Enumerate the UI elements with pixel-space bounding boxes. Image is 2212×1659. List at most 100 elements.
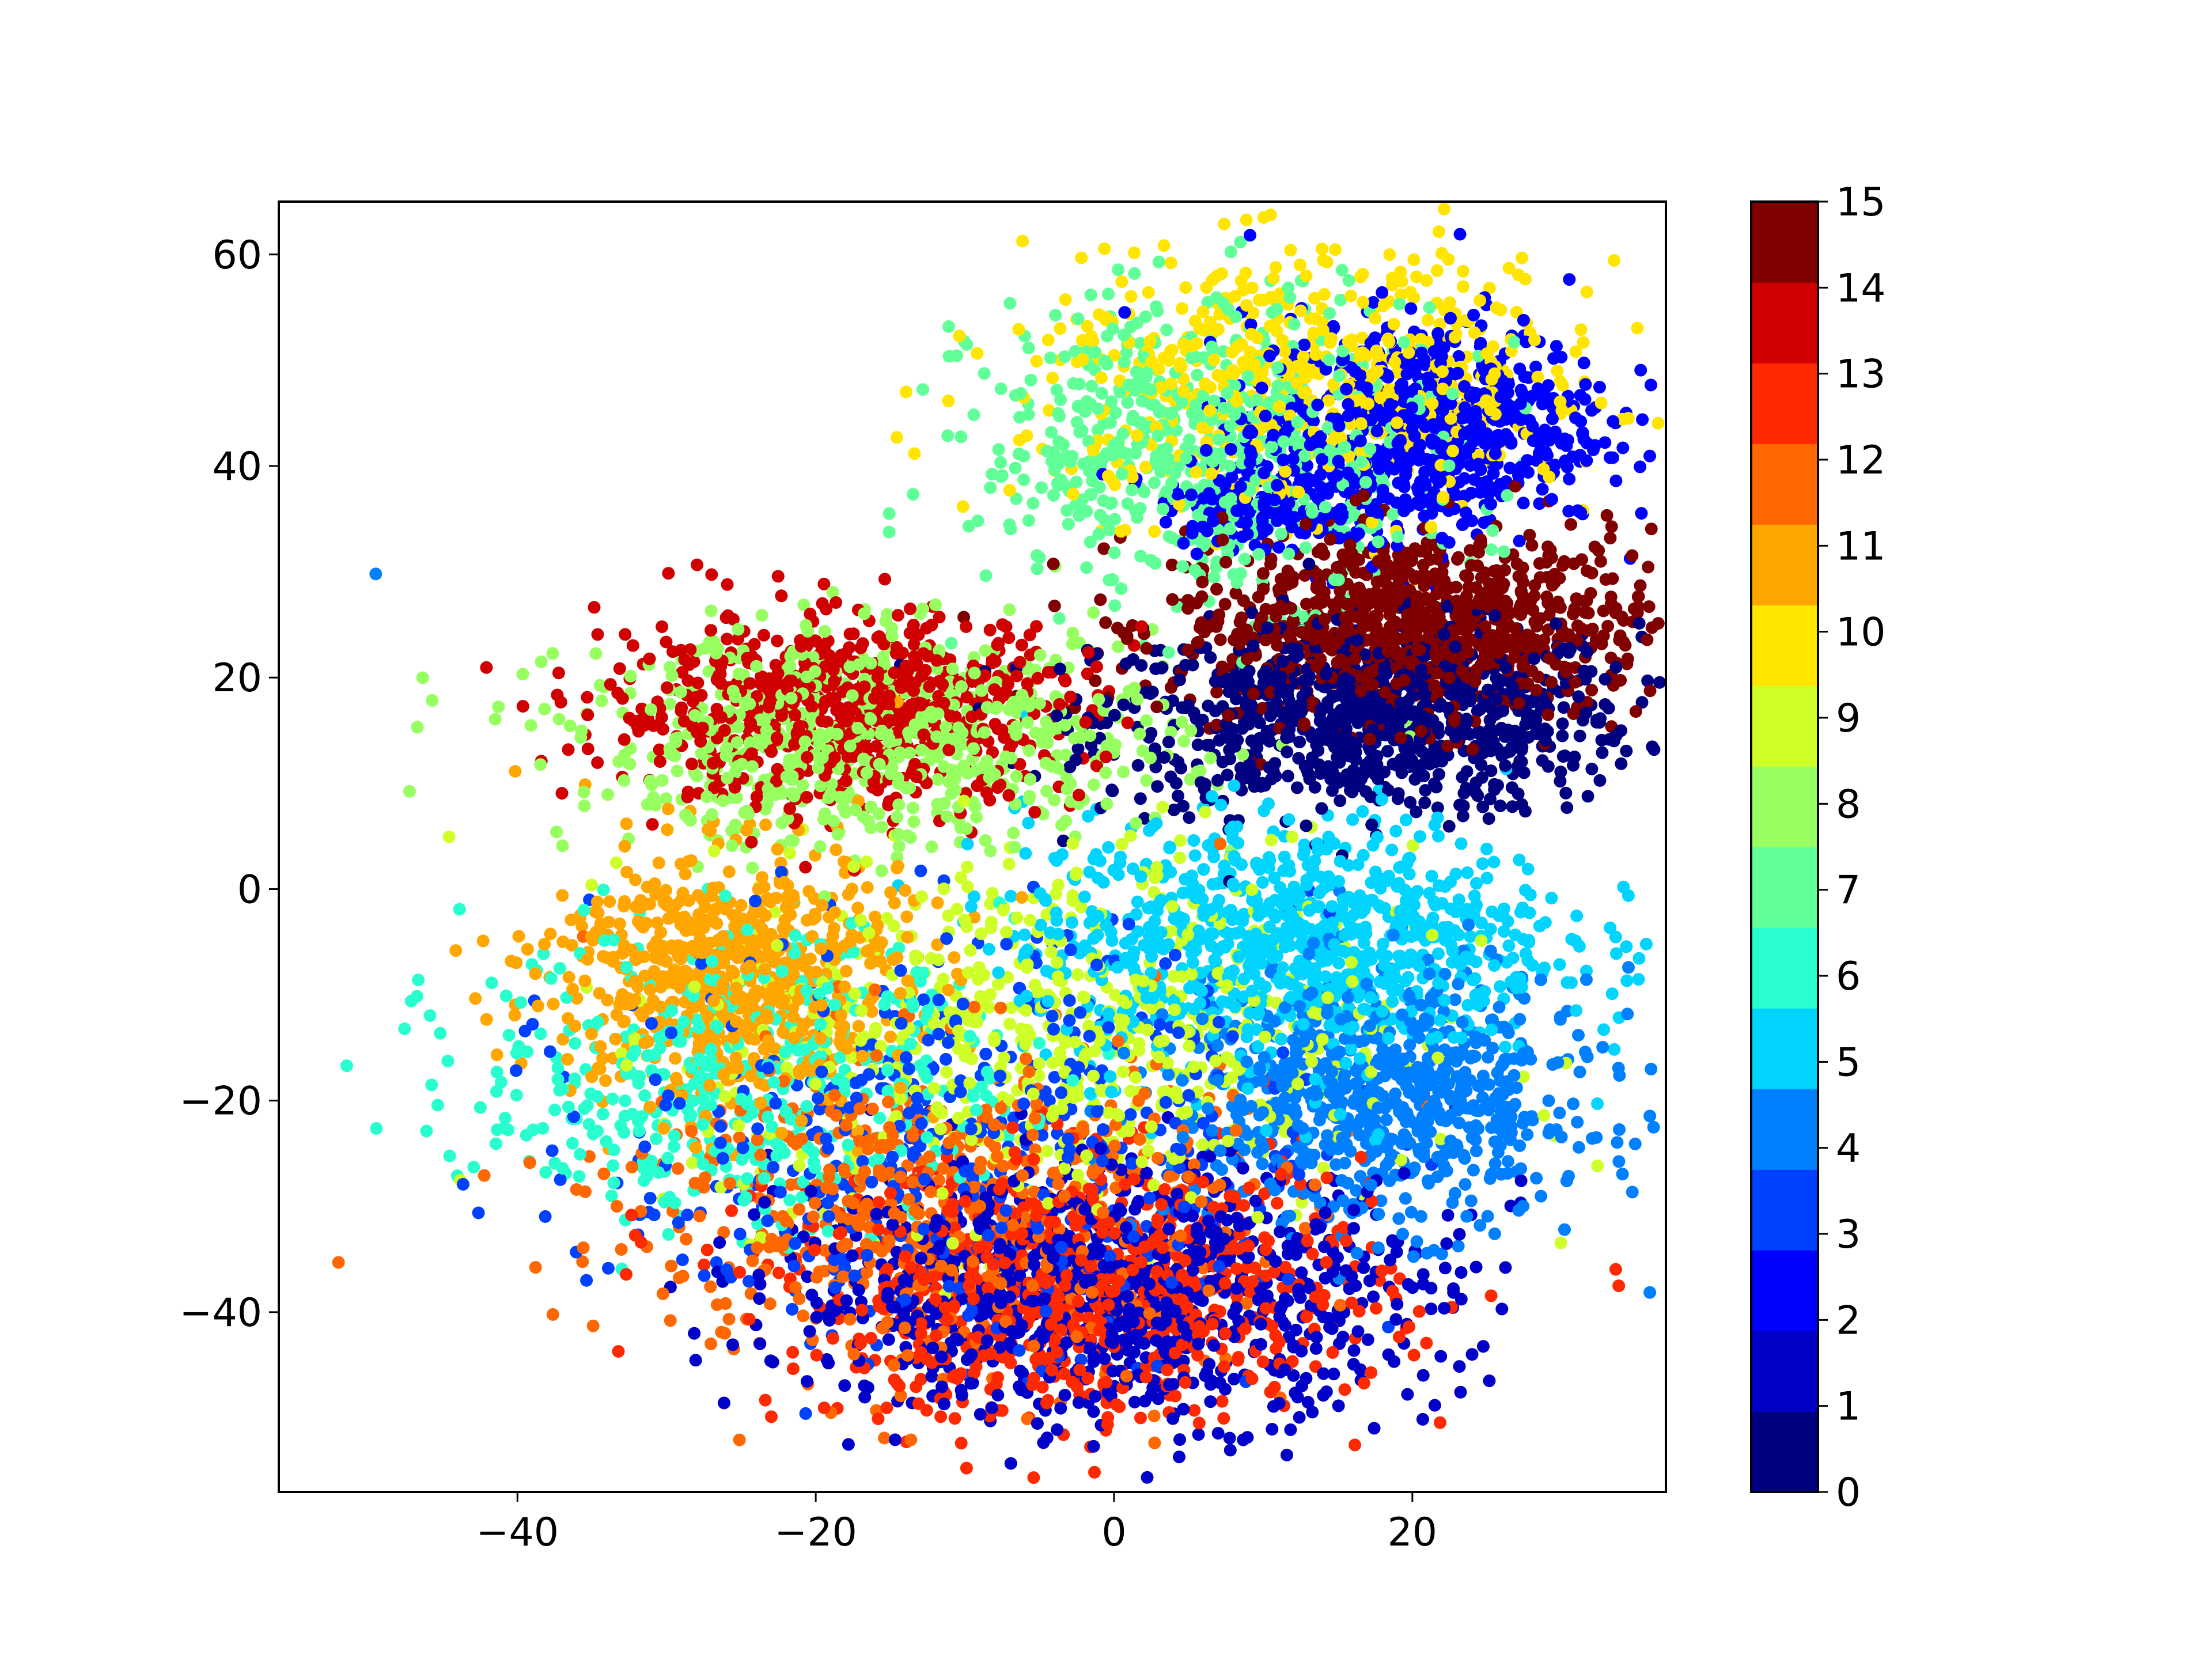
scatter-point xyxy=(1606,572,1619,585)
scatter-point xyxy=(1094,371,1108,384)
scatter-point xyxy=(705,568,718,581)
scatter-point xyxy=(1579,1046,1592,1059)
scatter-point xyxy=(964,1377,978,1390)
scatter-point xyxy=(1240,213,1253,226)
scatter-point xyxy=(581,691,594,704)
scatter-point xyxy=(1131,895,1144,908)
scatter-point xyxy=(546,647,559,660)
scatter-point xyxy=(664,698,676,711)
scatter-point xyxy=(1179,658,1192,672)
scatter-point xyxy=(1570,1004,1583,1017)
scatter-point xyxy=(1563,273,1576,286)
scatter-point xyxy=(490,1066,503,1079)
scatter-point xyxy=(1567,759,1580,772)
scatter-point xyxy=(1236,914,1249,927)
scatter-point xyxy=(688,1327,701,1340)
scatter-point xyxy=(786,1302,799,1316)
scatter-point xyxy=(1179,281,1192,294)
scatter-point xyxy=(1003,603,1016,616)
scatter-point xyxy=(1298,338,1310,351)
scatter-point xyxy=(1271,1196,1284,1210)
scatter-point xyxy=(573,1170,586,1183)
scatter-point xyxy=(662,1228,675,1241)
scatter-point xyxy=(1035,481,1048,494)
scatter-point xyxy=(1514,1174,1528,1187)
scatter-point xyxy=(1586,1132,1599,1145)
scatter-point xyxy=(1108,599,1122,612)
scatter-point xyxy=(1517,1070,1530,1084)
scatter-point xyxy=(968,911,981,924)
scatter-point xyxy=(1223,1431,1236,1445)
scatter-point xyxy=(1140,774,1153,787)
scatter-point xyxy=(671,1162,684,1175)
scatter-point xyxy=(1294,258,1306,271)
scatter-point xyxy=(1451,553,1464,566)
scatter-point xyxy=(579,1185,592,1198)
scatter-point xyxy=(984,844,997,858)
scatter-point xyxy=(619,628,632,641)
scatter-point xyxy=(592,906,605,919)
scatter-point xyxy=(1357,1261,1370,1274)
scatter-point xyxy=(1224,522,1237,535)
scatter-point xyxy=(759,1393,772,1407)
scatter-point xyxy=(1594,555,1607,568)
scatter-point xyxy=(1131,759,1145,772)
scatter-point xyxy=(1389,1087,1402,1100)
scatter-point xyxy=(1177,734,1191,748)
scatter-point xyxy=(1151,780,1164,793)
scatter-point xyxy=(1207,571,1221,584)
scatter-point xyxy=(443,1149,456,1162)
scatter-point xyxy=(1553,1107,1566,1120)
scatter-point xyxy=(563,719,577,733)
scatter-point xyxy=(1045,426,1058,439)
scatter-point xyxy=(1102,841,1115,854)
scatter-point xyxy=(1456,264,1469,278)
scatter-point xyxy=(734,899,748,912)
scatter-point xyxy=(539,1166,552,1179)
scatter-point xyxy=(1277,864,1290,877)
scatter-point xyxy=(537,947,550,960)
scatter-point xyxy=(1647,1120,1660,1134)
scatter-point xyxy=(1635,696,1649,709)
scatter-point xyxy=(1597,1023,1610,1036)
scatter-point xyxy=(1211,1427,1225,1440)
scatter-point xyxy=(1577,336,1590,349)
scatter-point xyxy=(1535,1190,1548,1203)
scatter-point xyxy=(1027,497,1040,510)
scatter-point xyxy=(799,1407,812,1420)
scatter-point xyxy=(1134,1411,1147,1425)
scatter-point xyxy=(974,1408,987,1421)
scatter-point xyxy=(1187,834,1200,847)
scatter-point xyxy=(992,637,1005,650)
scatter-point xyxy=(1643,684,1657,698)
scatter-point xyxy=(1404,796,1417,809)
scatter-point xyxy=(1558,1223,1571,1236)
scatter-point xyxy=(1284,244,1297,257)
scatter-point xyxy=(704,604,718,618)
scatter-point xyxy=(1406,839,1419,852)
scatter-point xyxy=(524,719,537,732)
scatter-point xyxy=(822,1357,835,1370)
scatter-point xyxy=(1410,805,1423,819)
scatter-point xyxy=(721,632,734,646)
scatter-point xyxy=(1580,285,1593,298)
scatter-point xyxy=(1148,1436,1161,1449)
scatter-point xyxy=(1081,320,1094,333)
scatter-point xyxy=(1528,652,1541,665)
scatter-point xyxy=(1609,474,1623,487)
scatter-point xyxy=(1499,1261,1512,1274)
scatter-point xyxy=(721,578,734,591)
scatter-point xyxy=(476,934,490,948)
scatter-point xyxy=(562,743,575,756)
scatter-point xyxy=(1356,267,1369,281)
scatter-point xyxy=(1416,1369,1430,1382)
scatter-point xyxy=(1615,757,1628,770)
scatter-point xyxy=(662,567,675,580)
scatter-point xyxy=(1574,323,1588,336)
scatter-point xyxy=(615,1243,628,1256)
scatter-point xyxy=(498,1112,512,1125)
scatter-point xyxy=(546,1308,559,1321)
scatter-point xyxy=(992,443,1005,456)
scatter-point xyxy=(648,877,661,890)
scatter-point xyxy=(1484,1289,1498,1302)
